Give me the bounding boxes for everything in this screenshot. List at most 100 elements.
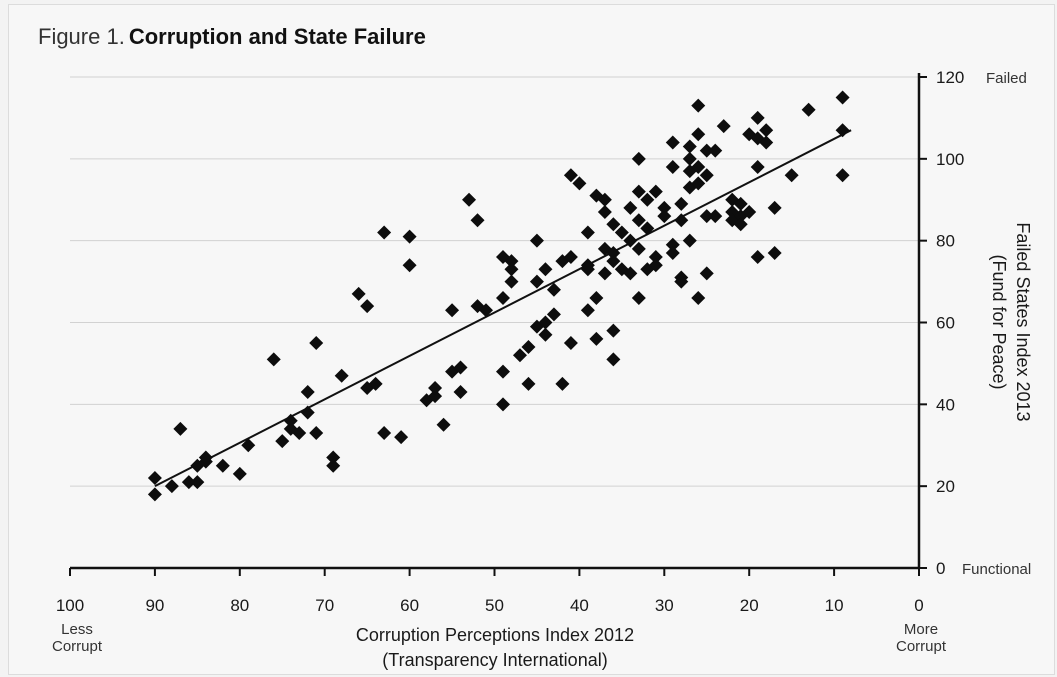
data-point [674, 196, 689, 211]
data-point [691, 160, 706, 175]
data-point [606, 217, 621, 232]
data-point [563, 335, 578, 350]
data-point [283, 413, 298, 428]
data-point [529, 274, 544, 289]
y-tick-label: 0 [936, 559, 945, 578]
data-point [631, 290, 646, 305]
data-point [402, 258, 417, 273]
data-point [538, 315, 553, 330]
data-point [512, 348, 527, 363]
data-point [164, 479, 179, 494]
y-tick-label: 120 [936, 68, 964, 87]
x-tick-label: 60 [400, 596, 419, 615]
data-point [682, 139, 697, 154]
data-point [555, 376, 570, 391]
data-point [759, 123, 774, 138]
figure-title: Figure 1. Corruption and State Failure [38, 24, 426, 50]
data-point [495, 290, 510, 305]
data-point [648, 250, 663, 265]
x-tick-label: 10 [825, 596, 844, 615]
data-point [563, 250, 578, 265]
data-point [147, 487, 162, 502]
x-tick-label: 0 [914, 596, 923, 615]
data-point [521, 376, 536, 391]
data-point [360, 299, 375, 314]
x-end-label-left: Corrupt [52, 638, 103, 655]
x-tick-label: 30 [655, 596, 674, 615]
x-axis-label: Corruption Perceptions Index 2012 [356, 625, 634, 645]
data-point [334, 368, 349, 383]
data-point [606, 254, 621, 269]
data-point [546, 307, 561, 322]
y-tick-label: 20 [936, 477, 955, 496]
x-axis-label: (Transparency International) [382, 650, 607, 670]
y-end-label-top: Failed [986, 70, 1027, 87]
data-point [640, 221, 655, 236]
data-point [691, 98, 706, 113]
figure-title-text: Corruption and State Failure [128, 24, 426, 49]
data-point [597, 266, 612, 281]
data-point [326, 458, 341, 473]
data-point [147, 470, 162, 485]
data-point [351, 286, 366, 301]
data-point [631, 184, 646, 199]
data-point [733, 196, 748, 211]
data-point [623, 200, 638, 215]
data-point [436, 417, 451, 432]
x-tick-label: 50 [485, 596, 504, 615]
data-point [759, 135, 774, 150]
x-tick-label: 40 [570, 596, 589, 615]
data-point [623, 233, 638, 248]
data-point [428, 389, 443, 404]
data-point [742, 205, 757, 220]
x-tick-label: 80 [230, 596, 249, 615]
data-point [691, 127, 706, 142]
data-point [292, 425, 307, 440]
data-point [453, 385, 468, 400]
data-point [648, 258, 663, 273]
data-point [326, 450, 341, 465]
data-point [682, 151, 697, 166]
data-point [445, 303, 460, 318]
data-point [377, 225, 392, 240]
data-point [300, 405, 315, 420]
y-axis-label: (Fund for Peace) [989, 254, 1009, 389]
data-point [597, 205, 612, 220]
data-point [394, 430, 409, 445]
data-point [665, 237, 680, 252]
data-point [173, 421, 188, 436]
data-point [708, 209, 723, 224]
data-point [665, 135, 680, 150]
data-point [504, 274, 519, 289]
y-tick-label: 100 [936, 150, 964, 169]
data-point [657, 209, 672, 224]
data-point [538, 262, 553, 277]
data-point [538, 327, 553, 342]
data-point [470, 213, 485, 228]
data-point [300, 385, 315, 400]
data-point [589, 290, 604, 305]
data-point [674, 274, 689, 289]
data-point [529, 233, 544, 248]
data-point [521, 340, 536, 355]
x-tick-label: 20 [740, 596, 759, 615]
data-point [241, 438, 256, 453]
x-end-label-right: Corrupt [896, 638, 947, 655]
data-point [665, 160, 680, 175]
data-point [691, 290, 706, 305]
data-point [453, 360, 468, 375]
x-tick-label: 90 [145, 596, 164, 615]
data-point [181, 475, 196, 490]
data-point [606, 245, 621, 260]
data-point [597, 192, 612, 207]
x-tick-label: 100 [56, 596, 84, 615]
data-point [699, 143, 714, 158]
data-point [479, 303, 494, 318]
data-point [631, 151, 646, 166]
data-point [665, 245, 680, 260]
data-point [606, 323, 621, 338]
data-point [563, 168, 578, 183]
data-point [750, 110, 765, 125]
data-point [368, 376, 383, 391]
